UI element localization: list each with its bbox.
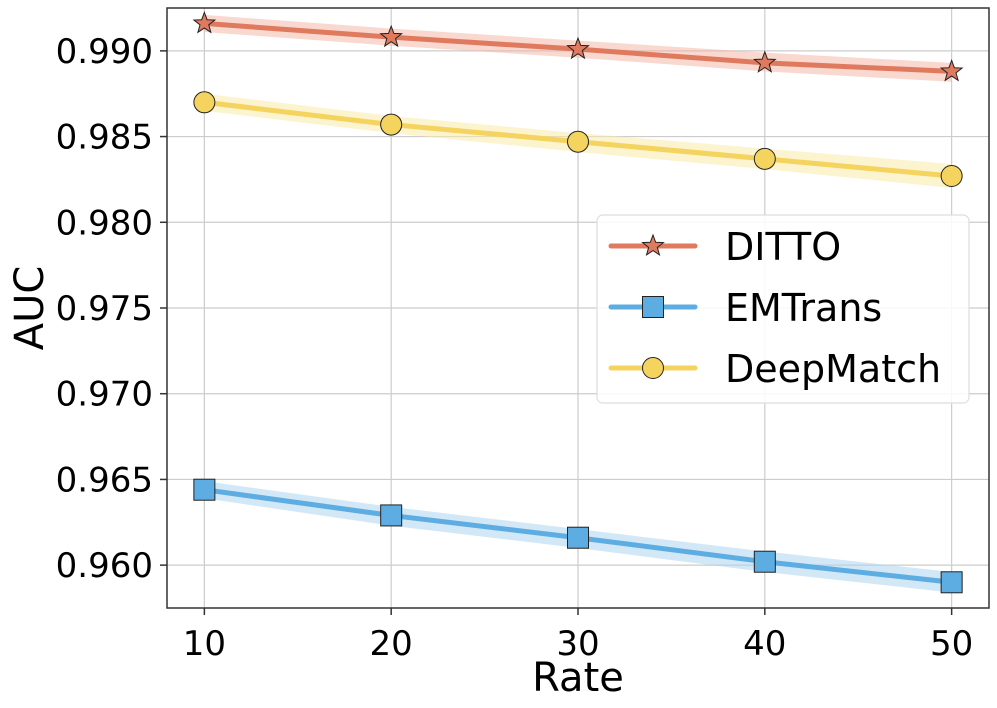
y-tick-label: 0.990 <box>56 32 153 72</box>
emtrans-point <box>380 504 403 527</box>
emtrans-point <box>567 526 589 549</box>
y-tick-label: 0.965 <box>56 460 153 500</box>
y-axis-label: AUC <box>7 266 53 351</box>
legend-marker-emtrans <box>642 296 664 318</box>
ditto-point <box>752 50 777 73</box>
emtrans-point <box>753 550 776 573</box>
deepmatch-point <box>380 113 403 136</box>
deepmatch-point <box>193 91 216 114</box>
series-markers <box>192 10 964 594</box>
legend: DITTO EMTrans DeepMatch <box>596 214 970 404</box>
deepmatch-point <box>567 130 589 153</box>
x-tick-label: 30 <box>556 624 599 664</box>
y-tick-label: 0.980 <box>56 203 153 243</box>
x-tick-label: 20 <box>370 624 413 664</box>
ditto-point <box>939 58 964 82</box>
emtrans-point <box>193 478 216 501</box>
legend-label-emtrans: EMTrans <box>725 286 882 330</box>
x-tick-label: 10 <box>183 624 226 664</box>
x-axis-label: Rate <box>532 655 624 701</box>
x-tick-label: 40 <box>743 624 786 664</box>
axis-ticks <box>160 50 953 615</box>
legend-marker-deepmatch <box>642 357 664 379</box>
legend-label-ditto: DITTO <box>725 225 841 269</box>
y-tick-label: 0.970 <box>56 375 153 415</box>
x-tick-label: 50 <box>930 624 973 664</box>
y-tick-label: 0.960 <box>56 546 153 586</box>
emtrans-point <box>940 571 963 594</box>
tick-labels: 10 20 30 40 50 0.960 0.965 0.970 0.975 0.980 0.985… <box>56 32 974 664</box>
legend-box <box>596 214 970 404</box>
deepmatch-point <box>753 147 776 170</box>
y-tick-label: 0.975 <box>56 289 153 329</box>
ditto-point <box>379 24 404 48</box>
y-tick-label: 0.985 <box>56 118 153 158</box>
legend-label-deepmatch: DeepMatch <box>725 347 941 391</box>
ditto-point <box>566 36 590 60</box>
ditto-point <box>192 10 217 34</box>
deepmatch-point <box>940 165 963 187</box>
legend-marker-ditto <box>641 233 665 257</box>
